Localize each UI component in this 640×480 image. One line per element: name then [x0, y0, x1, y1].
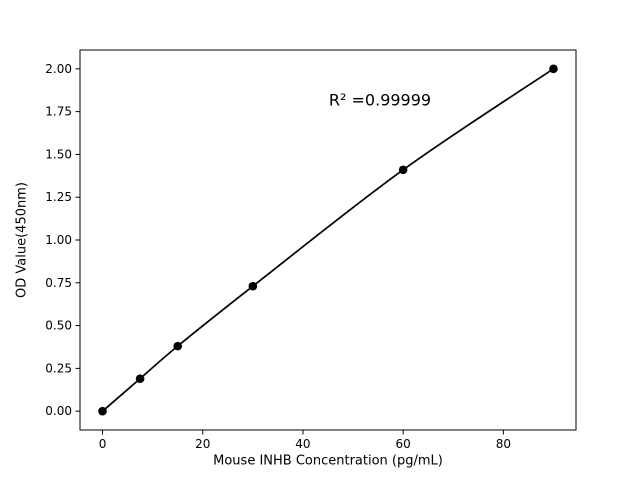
x-tick-label: 0	[99, 437, 107, 451]
y-tick-label: 1.00	[45, 233, 72, 247]
data-point-marker	[173, 341, 182, 351]
x-tick-label: 40	[295, 437, 310, 451]
data-point-marker	[135, 374, 145, 383]
y-tick-label: 1.25	[45, 190, 72, 204]
y-tick-label: 0.00	[45, 404, 72, 418]
y-axis-label: OD Value(450nm)	[14, 182, 30, 298]
x-tick-label: 60	[396, 437, 411, 451]
y-tick-label: 1.50	[45, 147, 72, 161]
data-point-marker	[549, 64, 558, 74]
x-axis-label: Mouse INHB Concentration (pg/mL)	[213, 453, 443, 469]
data-point-marker	[398, 165, 408, 175]
y-tick-label: 2.00	[45, 62, 72, 76]
y-tick-label: 1.75	[45, 105, 72, 119]
data-point-marker	[98, 406, 107, 416]
r-squared-annotation: R² =0.99999	[328, 90, 432, 110]
y-tick-label: 0.50	[45, 319, 72, 333]
fit-curve	[101, 68, 554, 412]
y-tick-label: 0.25	[45, 361, 72, 375]
y-tick-label: 0.75	[45, 276, 72, 290]
data-point-marker	[248, 281, 258, 291]
x-tick-label: 80	[496, 437, 511, 451]
x-tick-label: 20	[195, 437, 210, 451]
